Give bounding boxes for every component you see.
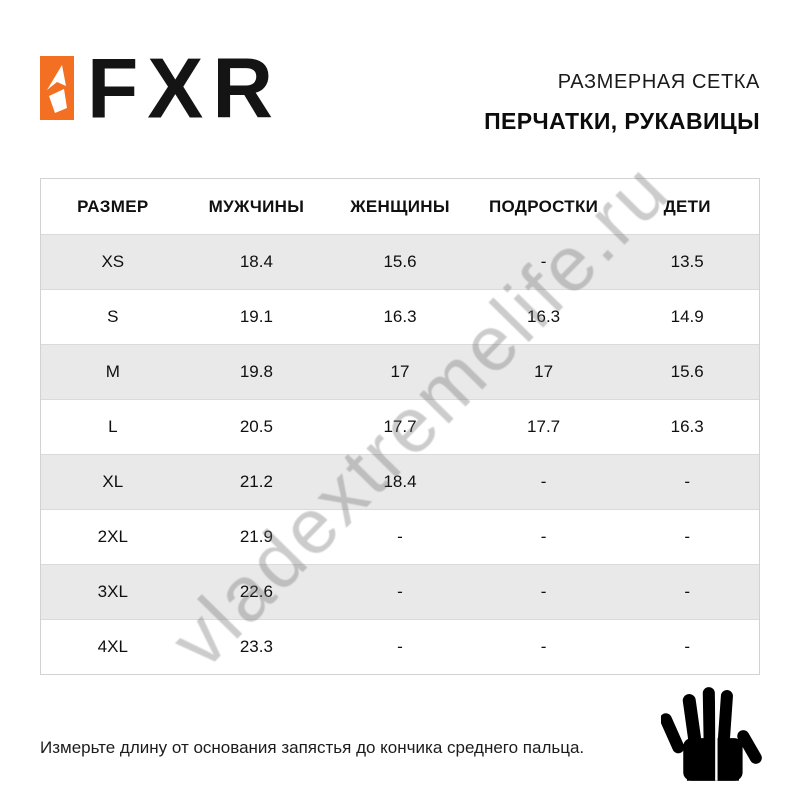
table-row-l: L 20.5 17.7 17.7 16.3 [41, 399, 759, 454]
cell-men: 20.5 [239, 417, 273, 436]
cell-women: 15.6 [383, 252, 417, 271]
cell-size: XL [102, 472, 124, 491]
size-table: РАЗМЕР МУЖЧИНЫ ЖЕНЩИНЫ ПОДРОСТКИ ДЕТИ XS… [40, 178, 760, 675]
column-header-kids: ДЕТИ [663, 196, 711, 216]
fxr-logo: FXR [40, 40, 282, 136]
cell-size: S [107, 307, 119, 326]
cell-youth: - [540, 472, 547, 491]
cell-youth: - [540, 637, 547, 656]
cell-women: - [397, 637, 403, 656]
cell-women: 17.7 [383, 417, 417, 436]
column-header-youth: ПОДРОСТКИ [488, 196, 599, 216]
cell-kids: 13.5 [670, 252, 704, 271]
cell-women: 17 [390, 362, 410, 381]
cell-men: 21.9 [239, 527, 273, 546]
cell-women: 18.4 [383, 472, 417, 491]
cell-men: 18.4 [239, 252, 273, 271]
table-header-row: РАЗМЕР МУЖЧИНЫ ЖЕНЩИНЫ ПОДРОСТКИ ДЕТИ [41, 179, 759, 234]
measurement-note: Измерьте длину от основания запястья до … [40, 738, 585, 757]
logo-text: FXR [87, 40, 282, 136]
cell-women: - [397, 582, 403, 601]
column-header-men: МУЖЧИНЫ [208, 196, 305, 216]
cell-kids: 16.3 [670, 417, 704, 436]
cell-size: L [108, 417, 118, 436]
table-row-2xl: 2XL 21.9 - - - [41, 509, 759, 564]
table-row-s: S 19.1 16.3 16.3 14.9 [41, 289, 759, 344]
glove-hand-measure-icon [661, 685, 762, 781]
page-header: FXR РАЗМЕРНАЯ СЕТКА ПЕРЧАТКИ, РУКАВИЦЫ [40, 40, 760, 136]
cell-kids: - [684, 637, 691, 656]
cell-youth: - [540, 527, 547, 546]
cell-youth: 17.7 [527, 417, 561, 436]
cell-size: 3XL [97, 582, 128, 601]
cell-kids: - [684, 527, 691, 546]
cell-youth: 16.3 [527, 307, 561, 326]
cell-size: XS [101, 252, 125, 271]
cell-youth: - [540, 582, 547, 601]
cell-men: 19.8 [239, 362, 273, 381]
cell-women: 16.3 [383, 307, 417, 326]
cell-size: 2XL [97, 527, 128, 546]
table-row-xs: XS 18.4 15.6 - 13.5 [41, 234, 759, 289]
header-titles: РАЗМЕРНАЯ СЕТКА ПЕРЧАТКИ, РУКАВИЦЫ [484, 56, 760, 135]
cell-women: - [397, 527, 403, 546]
cell-size: M [105, 362, 120, 381]
table-row-xl: XL 21.2 18.4 - - [41, 454, 759, 509]
table-row-4xl: 4XL 23.3 - - - [41, 619, 759, 674]
page-subtitle: ПЕРЧАТКИ, РУКАВИЦЫ [484, 108, 760, 134]
cell-kids: 15.6 [670, 362, 704, 381]
column-header-women: ЖЕНЩИНЫ [350, 196, 450, 216]
cell-men: 21.2 [239, 472, 273, 491]
cell-kids: - [684, 472, 691, 491]
fxr-logo-mark-icon [40, 56, 74, 120]
cell-men: 22.6 [239, 582, 273, 601]
table-row-3xl: 3XL 22.6 - - - [41, 564, 759, 619]
table-row-m: M 19.8 17 17 15.6 [41, 344, 759, 399]
cell-men: 19.1 [239, 307, 273, 326]
cell-youth: - [540, 252, 547, 271]
page-title: РАЗМЕРНАЯ СЕТКА [557, 71, 760, 93]
cell-men: 23.3 [239, 637, 273, 656]
cell-kids: 14.9 [670, 307, 704, 326]
cell-kids: - [684, 582, 691, 601]
cell-size: 4XL [97, 637, 128, 656]
cell-youth: 17 [534, 362, 554, 381]
column-header-size: РАЗМЕР [77, 196, 149, 216]
